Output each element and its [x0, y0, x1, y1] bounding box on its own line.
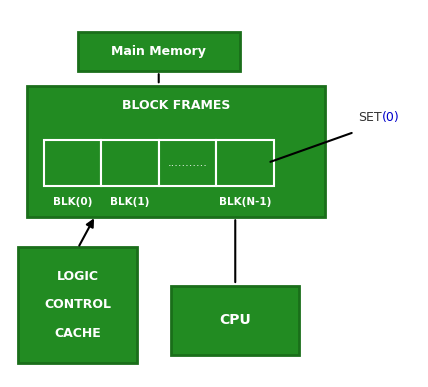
Text: BLK(1): BLK(1) — [110, 197, 150, 207]
Text: BLK(0): BLK(0) — [53, 197, 92, 207]
Text: BLK(N-1): BLK(N-1) — [219, 197, 271, 207]
Bar — [27, 86, 324, 217]
Text: CACHE: CACHE — [54, 327, 101, 340]
Text: (0): (0) — [382, 111, 400, 124]
Text: ...........: ........... — [167, 158, 207, 168]
Text: BLOCK FRAMES: BLOCK FRAMES — [122, 99, 230, 111]
Text: Main Memory: Main Memory — [111, 45, 206, 58]
Bar — [172, 286, 299, 355]
Bar — [101, 140, 159, 186]
Bar — [216, 140, 273, 186]
Text: LOGIC: LOGIC — [57, 270, 99, 283]
Bar — [78, 32, 240, 70]
Text: CPU: CPU — [220, 313, 251, 327]
Text: SET: SET — [359, 111, 382, 124]
Bar — [44, 140, 101, 186]
Bar — [159, 140, 216, 186]
Bar — [18, 247, 137, 363]
Text: CONTROL: CONTROL — [45, 298, 111, 312]
